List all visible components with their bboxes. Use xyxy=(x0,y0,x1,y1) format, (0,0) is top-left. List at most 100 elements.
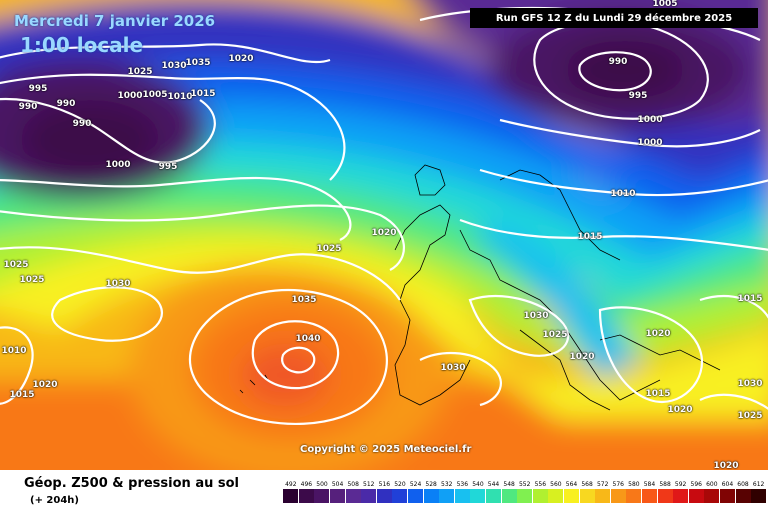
isobar-label: 1025 xyxy=(127,67,153,77)
isobar-label: 1015 xyxy=(190,89,216,99)
scale-cell: 584 xyxy=(641,480,658,503)
isobar-label: 990 xyxy=(56,99,76,109)
scale-value: 600 xyxy=(706,481,718,488)
scale-value: 516 xyxy=(378,481,391,488)
scale-swatch xyxy=(579,489,595,503)
scale-cell: 592 xyxy=(673,480,689,503)
scale-value: 500 xyxy=(316,481,328,488)
scale-cell: 608 xyxy=(735,480,751,503)
scale-swatch xyxy=(704,489,720,503)
scale-swatch xyxy=(532,489,548,503)
scale-value: 504 xyxy=(331,481,344,488)
scale-cell: 552 xyxy=(517,480,533,503)
scale-value: 612 xyxy=(752,481,765,488)
scale-swatch xyxy=(751,489,767,503)
scale-value: 528 xyxy=(425,481,437,488)
scale-cell: 604 xyxy=(719,480,736,503)
scale-cell: 568 xyxy=(579,480,595,503)
scale-value: 576 xyxy=(612,481,624,488)
isobar-label: 1020 xyxy=(569,352,595,362)
isobar-label: 1015 xyxy=(645,389,671,399)
weather-map: 1005 990 995 1000 1000 1010 1015 1015 1020 1035 10… xyxy=(0,0,768,470)
isobar-label: 1025 xyxy=(542,330,568,340)
scale-cell: 580 xyxy=(626,480,642,503)
scale-swatch xyxy=(626,489,642,503)
isobar-label: 990 xyxy=(72,119,92,129)
scale-cell: 576 xyxy=(610,480,626,503)
isobar-label: 1020 xyxy=(645,329,671,339)
isobar-label: 1010 xyxy=(610,189,636,199)
isobar-label: 1025 xyxy=(19,275,45,285)
isobar-label: 995 xyxy=(28,84,48,94)
isobar-label: 1035 xyxy=(291,295,317,305)
scale-swatch xyxy=(610,489,626,503)
scale-cell: 516 xyxy=(376,480,393,503)
scale-value: 556 xyxy=(534,481,547,488)
copyright-text: Copyright © 2025 Meteociel.fr xyxy=(300,444,472,455)
scale-swatch xyxy=(470,489,486,503)
coastlines xyxy=(239,164,721,411)
isobar-label: 1015 xyxy=(9,390,35,400)
scale-cell: 536 xyxy=(454,480,471,503)
scale-value: 588 xyxy=(659,481,671,488)
geopotential-field xyxy=(0,0,768,470)
isobar-label: 995 xyxy=(628,91,648,101)
isobar-label: 1020 xyxy=(32,380,58,390)
forecast-time: 1:00 locale xyxy=(20,33,144,57)
isobar-label: 1030 xyxy=(737,379,763,389)
scale-cell: 600 xyxy=(704,480,720,503)
scale-value: 540 xyxy=(472,481,484,488)
scale-cell: 544 xyxy=(486,480,502,503)
scale-cell: 500 xyxy=(314,480,330,503)
scale-swatch xyxy=(719,489,735,503)
scale-value: 560 xyxy=(550,481,562,488)
isobar-label: 1000 xyxy=(637,138,663,148)
isobar-label: 1020 xyxy=(228,54,254,64)
isobar-label: 1000 xyxy=(637,115,663,125)
isobar-label: 1025 xyxy=(737,411,763,421)
scale-value: 492 xyxy=(285,481,297,488)
scale-cell: 492 xyxy=(283,480,299,503)
scale-value: 564 xyxy=(565,481,578,488)
scale-value: 596 xyxy=(690,481,702,488)
isobar-label: 1010 xyxy=(167,92,193,102)
scale-value: 608 xyxy=(737,481,749,488)
scale-value: 508 xyxy=(347,481,359,488)
scale-value: 572 xyxy=(596,481,609,488)
scale-swatch xyxy=(454,489,470,503)
forecast-date: Mercredi 7 janvier 2026 xyxy=(14,12,216,30)
isobar-label: 990 xyxy=(608,57,628,67)
scale-swatch xyxy=(314,489,330,503)
scale-cell: 560 xyxy=(548,480,564,503)
scale-swatch xyxy=(345,489,361,503)
isobar-label: 1025 xyxy=(316,244,342,254)
isobar-label: 1040 xyxy=(295,334,321,344)
run-info-box: Run GFS 12 Z du Lundi 29 décembre 2025 xyxy=(470,8,758,28)
scale-value: 568 xyxy=(581,481,593,488)
scale-cell: 564 xyxy=(563,480,580,503)
scale-swatch xyxy=(392,489,408,503)
scale-value: 548 xyxy=(503,481,515,488)
scale-cell: 540 xyxy=(470,480,486,503)
isobar-label: 1020 xyxy=(371,228,397,238)
scale-swatch xyxy=(501,489,517,503)
scale-swatch xyxy=(486,489,502,503)
scale-swatch xyxy=(657,489,673,503)
scale-swatch xyxy=(548,489,564,503)
scale-swatch xyxy=(517,489,533,503)
isobar-label: 1035 xyxy=(185,58,211,68)
scale-swatch xyxy=(641,489,657,503)
isobar-label: 1030 xyxy=(523,311,549,321)
scale-swatch xyxy=(673,489,689,503)
scale-cell: 524 xyxy=(408,480,424,503)
isobar-label: 995 xyxy=(158,162,178,172)
forecast-lead-time: (+ 204h) xyxy=(30,495,79,506)
scale-cell: 588 xyxy=(657,480,673,503)
isobar-label: 1030 xyxy=(161,61,187,71)
isobar-label: 1020 xyxy=(713,461,739,470)
scale-swatch xyxy=(283,489,299,503)
scale-value: 520 xyxy=(394,481,406,488)
color-scale-legend: 492 496 500 504 508 512 516 520 524 528 532 536 540 5… xyxy=(283,480,767,503)
scale-value: 584 xyxy=(643,481,656,488)
isobar-label: 1005 xyxy=(142,90,168,100)
